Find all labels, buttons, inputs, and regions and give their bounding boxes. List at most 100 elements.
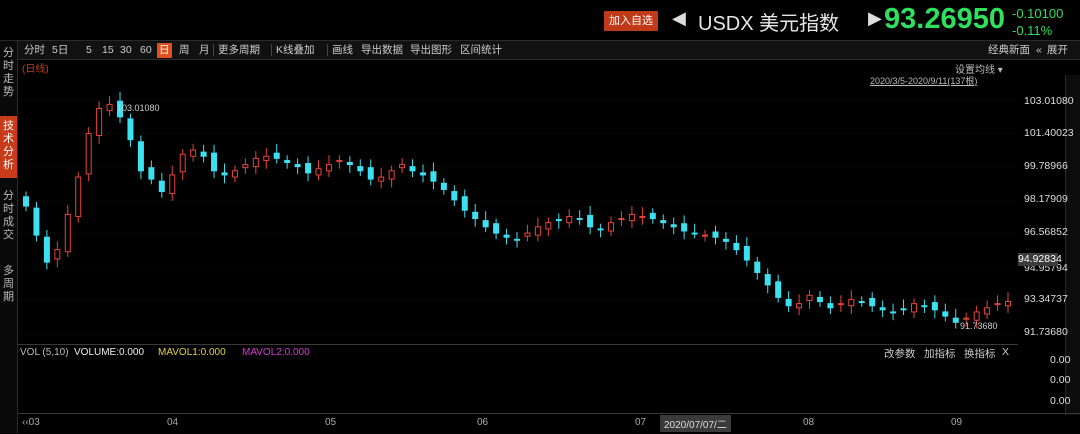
- period-label: (日线): [22, 64, 49, 75]
- price-change: -0.10100 -0.11%: [1012, 5, 1063, 39]
- toolbar-divider: [213, 44, 214, 56]
- y-tick: 93.34737: [1024, 293, 1068, 305]
- candle-body: [158, 180, 165, 193]
- candle-body: [96, 108, 103, 137]
- candle-body: [973, 311, 980, 321]
- close-indicator-button[interactable]: X: [1002, 346, 1010, 358]
- vol-y-tick: 0.00: [1050, 374, 1071, 386]
- expand-button[interactable]: 展开: [1047, 44, 1068, 56]
- date-axis: ‹‹03 04 05 06 07 08 09 2020/07/07/二: [18, 413, 1080, 434]
- side-tab-intraday[interactable]: 分时走势: [0, 45, 17, 105]
- candle-body: [816, 296, 823, 303]
- tab-intraday[interactable]: 分时: [24, 44, 45, 56]
- candle-body: [670, 224, 677, 228]
- draw-line-button[interactable]: 画线: [332, 44, 353, 56]
- tab-30min[interactable]: 30: [120, 44, 132, 56]
- month-tick: 09: [951, 417, 963, 428]
- candle-body: [869, 297, 876, 307]
- candle-body: [263, 155, 270, 161]
- month-tick-label: 03: [28, 417, 40, 428]
- add-indicator-button[interactable]: 加指标: [924, 348, 956, 360]
- candle-body: [64, 213, 71, 253]
- expand-icon[interactable]: «: [1036, 44, 1042, 56]
- volume-title: VOL (5,10): [20, 347, 69, 358]
- candle-body: [806, 294, 813, 302]
- candle-body: [137, 141, 144, 172]
- candle-body: [524, 232, 531, 237]
- candle-body: [587, 214, 594, 228]
- candle-body: [399, 164, 406, 169]
- toolbar-divider: [271, 44, 272, 56]
- more-periods-menu[interactable]: 更多周期: [218, 44, 260, 56]
- candle-body: [545, 222, 552, 230]
- candle-body: [117, 100, 124, 118]
- candle-body: [660, 220, 667, 224]
- side-tab-label: 技术分析: [3, 120, 14, 171]
- scrollbar[interactable]: [1065, 75, 1080, 415]
- candle-body: [827, 303, 834, 309]
- candle-body: [712, 231, 719, 238]
- side-tab-label: 多周期: [3, 265, 14, 303]
- month-tick: 04: [167, 417, 179, 428]
- candle-body: [284, 159, 291, 163]
- last-price: 93.26950: [884, 3, 1005, 35]
- candle-body: [85, 132, 92, 175]
- candle-body: [346, 161, 353, 166]
- candle-body: [23, 196, 29, 207]
- candle-body: [754, 261, 761, 273]
- candle-body: [639, 215, 646, 218]
- date-range-label: 2020/3/5-2020/9/11(137根): [870, 76, 978, 86]
- candle-body: [921, 305, 928, 308]
- y-tick: 98.17909: [1024, 193, 1068, 205]
- kline-overlay-menu[interactable]: K线叠加: [276, 44, 315, 56]
- candle-body: [942, 311, 949, 317]
- candlestick-chart[interactable]: [18, 58, 1018, 344]
- month-tick: 07: [635, 417, 647, 428]
- y-tick: 99.78966: [1024, 160, 1068, 172]
- side-tab-technical[interactable]: 技术分析: [0, 116, 17, 178]
- candle-body: [566, 215, 573, 224]
- tab-60min[interactable]: 60: [140, 44, 152, 56]
- export-chart-button[interactable]: 导出图形: [410, 44, 452, 56]
- min-price-annotation: 91.73680: [960, 321, 998, 331]
- tab-5min[interactable]: 5: [86, 44, 92, 56]
- change-percent: -0.11%: [1012, 23, 1053, 38]
- ma-settings-button[interactable]: 设置均线 ▾: [955, 65, 1003, 76]
- candle-body: [440, 182, 447, 190]
- symbol-title: USDX 美元指数: [698, 13, 840, 35]
- tab-daily[interactable]: 日: [157, 43, 172, 58]
- candle-body: [472, 211, 479, 220]
- next-symbol-icon[interactable]: ▶: [868, 8, 882, 28]
- tab-15min[interactable]: 15: [102, 44, 114, 56]
- candle-body: [743, 246, 750, 261]
- range-stats-button[interactable]: 区间统计: [460, 44, 502, 56]
- candle-body: [764, 274, 771, 286]
- candle-body: [367, 167, 374, 180]
- candle-body: [127, 118, 134, 141]
- previous-symbol-icon[interactable]: ◀: [672, 8, 686, 28]
- quote-header: 加入自选 ◀ USDX 美元指数 ▶ 93.26950 -0.10100 -0.…: [0, 0, 1080, 40]
- candle-body: [597, 228, 604, 231]
- tab-weekly[interactable]: 周: [179, 44, 190, 56]
- toolbar-divider: [327, 44, 328, 56]
- mavol2-value: MAVOL2:0.000: [242, 347, 310, 358]
- export-data-button[interactable]: 导出数据: [361, 44, 403, 56]
- side-tab-trades[interactable]: 分时成交: [0, 188, 17, 248]
- candle-body: [106, 103, 113, 112]
- candle-body: [900, 308, 907, 311]
- add-to-watchlist-button[interactable]: 加入自选: [604, 11, 658, 31]
- candle-body: [378, 176, 385, 182]
- current-price-tag: 94.92834: [1018, 253, 1062, 266]
- candle-body: [336, 159, 343, 162]
- tab-monthly[interactable]: 月: [199, 44, 210, 56]
- candle-body: [231, 170, 238, 178]
- volume-indicator-bar: VOL (5,10) VOLUME:0.000 MAVOL1:0.000 MAV…: [18, 344, 1018, 361]
- edit-params-button[interactable]: 改参数: [884, 348, 916, 360]
- side-tab-multi-period[interactable]: 多周期: [0, 263, 17, 315]
- candle-body: [294, 164, 301, 168]
- tab-5day[interactable]: 5日: [52, 44, 69, 56]
- switch-indicator-button[interactable]: 换指标: [964, 348, 996, 360]
- candle-body: [963, 317, 970, 320]
- classic-layout-button[interactable]: 经典新面: [988, 44, 1030, 56]
- ma-settings-label: 设置均线: [955, 65, 995, 76]
